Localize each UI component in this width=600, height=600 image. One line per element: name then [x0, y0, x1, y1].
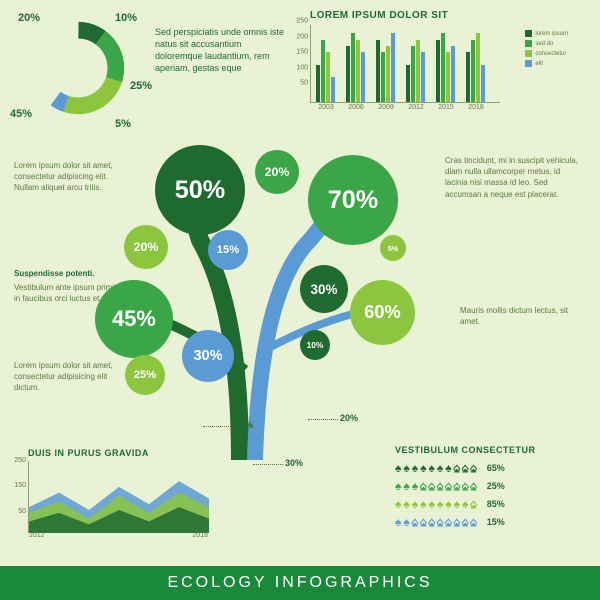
intro-text: Sed perspiciatis unde omnis iste natus s…	[155, 26, 285, 75]
leaves-title: VESTIBULUM CONSECTETUR	[395, 445, 585, 455]
tree-bubble: 30%	[182, 330, 234, 382]
tree-bubble: 5%	[380, 235, 406, 261]
tree-graphic: 50%20%70%20%15%5%45%30%60%25%30%10%	[90, 110, 420, 460]
donut-label-bl: 45%	[10, 108, 32, 120]
page-title: ECOLOGY INFOGRAPHICS	[0, 566, 600, 600]
donut-label-tr: 10%	[115, 12, 137, 24]
leaf-row: ♠♠♠♠♠♠♠♠♠♠85%	[395, 497, 585, 511]
tree-bubble: 25%	[125, 355, 165, 395]
leaf-row: ♠♠♠♠♠♠♠♠♠♠15%	[395, 515, 585, 529]
tree-bubble: 15%	[208, 230, 248, 270]
tree-callout: 20%	[340, 413, 358, 423]
tree-callout: 10%	[235, 420, 253, 430]
donut-chart	[28, 18, 128, 118]
tree-bubble: 45%	[95, 280, 173, 358]
bar-chart: LOREM IPSUM DOLOR SIT 501001502002502003…	[310, 10, 570, 103]
tree-bubble: 60%	[350, 280, 415, 345]
area-chart: DUIS IN PURUS GRAVIDA 250 150 50 2012 20…	[28, 448, 228, 533]
tree-bubble: 50%	[155, 145, 245, 235]
tree-callout: 30%	[285, 458, 303, 468]
textblock-2: Cras tincidunt, mi in suscipit vehicula,…	[445, 155, 585, 200]
leaf-row: ♠♠♠♠♠♠♠♠♠♠65%	[395, 461, 585, 475]
leaf-row: ♠♠♠♠♠♠♠♠♠♠25%	[395, 479, 585, 493]
tree-bubble: 20%	[124, 225, 168, 269]
tree-bubble: 10%	[300, 330, 330, 360]
bars-title: LOREM IPSUM DOLOR SIT	[310, 10, 570, 21]
leaves-chart: VESTIBULUM CONSECTETUR ♠♠♠♠♠♠♠♠♠♠65% ♠♠♠♠…	[395, 445, 585, 533]
area-title: DUIS IN PURUS GRAVIDA	[28, 448, 228, 458]
textblock-4: Mauris mollis dictum lectus, sit amet.	[460, 305, 580, 327]
tree-bubble: 70%	[308, 155, 398, 245]
tree-bubble: 30%	[300, 265, 348, 313]
donut-label-tl: 20%	[18, 12, 40, 24]
donut-label-r: 25%	[130, 80, 152, 92]
tree-bubble: 20%	[255, 150, 299, 194]
